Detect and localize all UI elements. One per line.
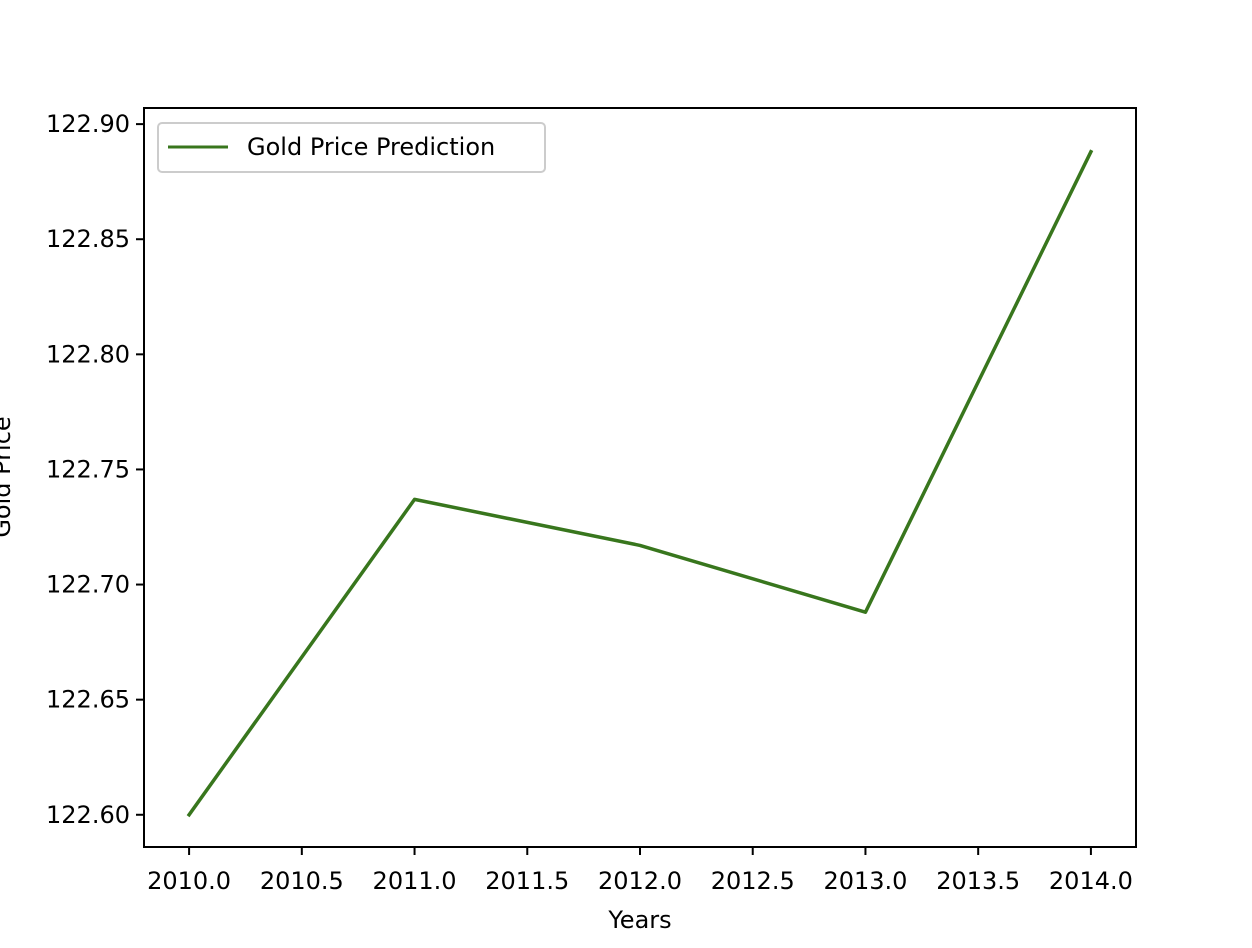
x-tick-label: 2010.5 bbox=[260, 867, 344, 895]
y-tick-label: 122.90 bbox=[46, 110, 130, 138]
x-tick-label: 2010.0 bbox=[147, 867, 231, 895]
y-tick-label: 122.70 bbox=[46, 571, 130, 599]
y-tick-label: 122.65 bbox=[46, 686, 130, 714]
x-tick-label: 2013.0 bbox=[823, 867, 907, 895]
series-line bbox=[186, 149, 1094, 818]
plot-layer bbox=[186, 149, 1094, 818]
x-axis-label: Years bbox=[607, 906, 671, 934]
x-tick-label: 2011.0 bbox=[373, 867, 457, 895]
x-tick-label: 2012.5 bbox=[711, 867, 795, 895]
y-tick-label: 122.80 bbox=[46, 340, 130, 368]
x-axis-ticks: 2010.0 2010.5 2011.0 2011.5 2012.0 2012.5 2013… bbox=[147, 847, 1133, 895]
legend-entry-label: Gold Price Prediction bbox=[247, 133, 495, 161]
legend-box bbox=[157, 122, 546, 173]
x-tick-label: 2012.0 bbox=[598, 867, 682, 895]
y-tick-label: 122.60 bbox=[46, 801, 130, 829]
legend: Gold Price Prediction bbox=[157, 122, 546, 173]
y-tick-label: 122.85 bbox=[46, 225, 130, 253]
x-tick-label: 2011.5 bbox=[485, 867, 569, 895]
y-axis-label: Gold Price bbox=[0, 416, 16, 537]
x-tick-label: 2013.5 bbox=[936, 867, 1020, 895]
y-tick-label: 122.75 bbox=[46, 455, 130, 483]
x-tick-label: 2014.0 bbox=[1049, 867, 1133, 895]
y-axis-ticks: 122.60 122.65 122.70 122.75 122.80 122.85 122.… bbox=[46, 110, 144, 829]
